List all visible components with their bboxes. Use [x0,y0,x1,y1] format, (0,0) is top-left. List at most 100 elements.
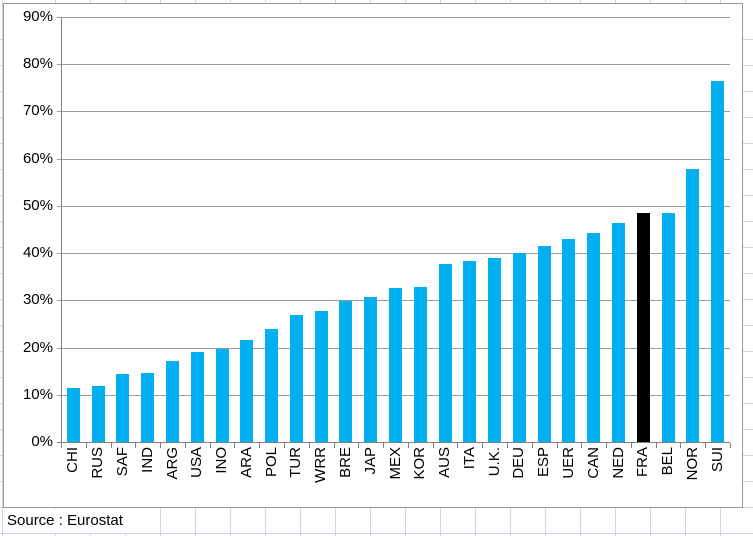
x-axis-tick [135,443,137,448]
bar-RUS [91,385,105,442]
bar-ARA [240,340,254,442]
bar-BEL [661,212,675,442]
x-axis-tick [581,443,583,448]
x-axis-tick [630,443,632,448]
x-axis-tick [333,443,335,448]
x-axis-label-BRE: BRE [336,447,354,478]
x-axis-tick [507,443,508,448]
x-axis-line [57,442,730,443]
x-axis-label-AUS: AUS [436,447,454,478]
x-axis-tick [680,443,682,448]
y-axis-label-40: 40% [22,244,53,262]
bar-BRE [339,300,353,442]
bar-FRA [636,213,650,442]
x-axis-label-ARA: ARA [237,447,255,478]
bar-AUS [438,263,452,442]
y-axis-label-50: 50% [22,196,53,214]
gridline-90 [57,17,730,18]
x-axis-label-RUS: RUS [89,447,107,479]
y-axis-label-20: 20% [22,338,53,356]
x-axis-label-WRR: WRR [312,447,330,483]
x-axis-tick [110,443,112,448]
x-axis-tick [383,443,385,448]
x-axis-label-FRA: FRA [634,447,652,477]
plot-area: 0% 10% 20% 30% 40% 50% 60% 70% 80% 90% CHI RUS SAF IN… [4,4,742,507]
x-axis-label-INO: INO [213,447,231,474]
x-axis-tick [432,443,434,448]
x-axis-tick [457,443,459,448]
bar-NED [612,223,625,442]
x-axis-tick [184,443,186,448]
gridline-70 [57,111,730,113]
x-axis-tick [407,443,409,448]
x-axis-label-SUI: SUI [708,447,726,473]
bar-U.K. [488,258,502,442]
x-axis-tick [284,443,285,448]
x-axis-label-UER: UER [559,447,577,479]
y-axis-label-10: 10% [22,385,53,403]
x-axis-tick [531,443,533,448]
source-note-cell[interactable]: Source : Eurostat [4,509,129,533]
bar-UER [562,239,576,442]
bar-JAP [364,296,378,442]
x-axis-tick [209,443,211,448]
gridline-60 [57,158,730,160]
bar-IND [141,373,155,442]
chart-object[interactable]: 0% 10% 20% 30% 40% 50% 60% 70% 80% 90% CHI RUS SAF IN… [3,3,743,508]
bar-ARG [166,361,179,442]
bar-USA [190,351,204,442]
x-axis-tick [655,443,657,448]
bar-SAF [116,374,130,442]
x-axis-label-CHI: CHI [64,447,82,473]
x-axis-label-POL: POL [262,447,280,478]
x-axis-tick [705,443,707,448]
y-axis-label-60: 60% [22,149,53,167]
x-axis-tick [234,443,236,448]
bar-DEU [512,252,526,442]
bar-ITA [463,260,477,442]
bar-TUR [289,314,303,442]
x-axis-tick [160,443,162,448]
bar-ESP [537,246,551,442]
x-axis-label-NOR: NOR [683,447,701,481]
x-axis-label-DEU: DEU [510,447,528,479]
gridline-50 [57,205,730,207]
y-axis-label-0: 0% [31,433,53,450]
bar-NOR [686,169,700,442]
x-axis-tick [85,443,87,448]
y-axis-line [61,17,62,443]
x-axis-tick [730,443,731,448]
x-axis-label-KOR: KOR [411,447,429,480]
bar-INO [215,348,229,442]
x-axis-label-CAN: CAN [584,447,602,479]
bar-SUI [711,81,725,442]
x-axis-label-MEX: MEX [386,447,404,480]
y-axis-label-70: 70% [22,102,53,120]
x-axis-tick [308,443,310,448]
x-axis-tick [482,443,484,448]
bar-CAN [587,232,601,442]
x-axis-label-IND: IND [138,447,156,473]
x-axis-label-U.K.: U.K. [485,447,503,477]
bar-MEX [389,288,402,442]
bar-POL [265,328,279,442]
x-axis-label-NED: NED [609,447,627,479]
gridline-80 [57,64,730,66]
y-axis-label-90: 90% [22,8,53,25]
x-axis-label-JAP: JAP [361,447,379,475]
y-axis-label-80: 80% [22,55,53,73]
x-axis-label-ARG: ARG [163,447,181,480]
x-axis-label-ITA: ITA [460,447,478,470]
y-axis-label-30: 30% [22,291,53,309]
bar-KOR [413,286,427,442]
x-axis-tick [556,443,558,448]
bar-CHI [66,387,80,442]
x-axis-tick [358,443,360,448]
gridline-40 [57,253,730,255]
bar-WRR [314,311,328,442]
x-axis-label-BEL: BEL [659,447,677,476]
x-axis-label-TUR: TUR [287,447,305,478]
x-axis-label-ESP: ESP [535,447,553,478]
x-axis-tick [606,443,608,448]
